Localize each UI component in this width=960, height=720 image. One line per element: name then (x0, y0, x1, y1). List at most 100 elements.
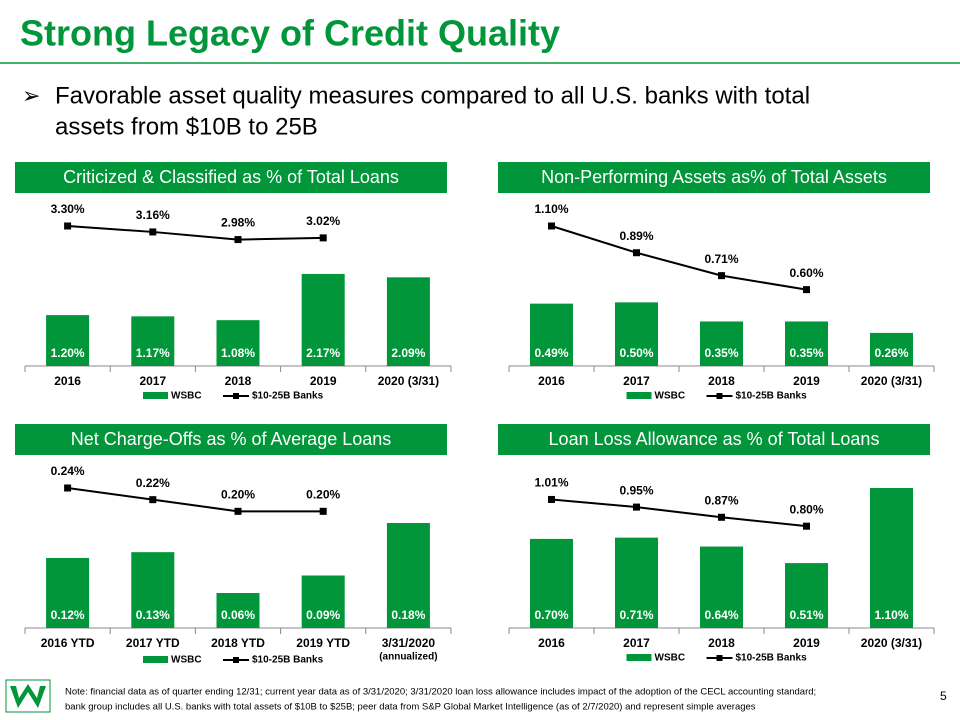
x-tick-label: 2019 (793, 374, 820, 388)
line-marker (633, 249, 640, 257)
bar-value-label: 0.06% (221, 608, 255, 622)
chart-title: Loan Loss Allowance as % of Total Loans (549, 429, 880, 449)
line-marker (64, 222, 72, 230)
line-value-label: 0.22% (136, 476, 170, 490)
bar (700, 546, 743, 628)
x-tick-label: 2016 (538, 636, 565, 650)
bar-value-label: 0.12% (51, 608, 85, 622)
legend-label: WSBC (171, 655, 202, 666)
line-marker (633, 503, 640, 511)
line-series (67, 487, 324, 513)
bar-value-label: 0.70% (534, 608, 568, 622)
line-marker (803, 522, 810, 530)
bar-value-label: 2.09% (391, 346, 425, 360)
line-marker (319, 507, 327, 515)
x-tick-label: 2016 (54, 374, 81, 388)
line-marker (234, 236, 242, 244)
x-tick-label: 2018 YTD (211, 636, 265, 650)
line-value-label: 0.95% (619, 483, 653, 497)
bullet-line: assets from $10B to 25B (55, 113, 318, 140)
line-marker (64, 484, 72, 492)
legend-label: WSBC (655, 391, 686, 402)
bar-value-label: 1.20% (51, 346, 85, 360)
legend-swatch (716, 655, 723, 661)
bar-value-label: 0.50% (619, 346, 653, 360)
legend-swatch (143, 656, 168, 663)
x-tick-label: 2018 (225, 374, 252, 388)
chart-title: Criticized & Classified as % of Total Lo… (63, 167, 399, 187)
bar (301, 273, 345, 366)
page-number: 5 (940, 689, 947, 703)
x-tick-label: 2020 (3/31) (378, 374, 439, 388)
x-tick-label: 2017 YTD (126, 636, 180, 650)
chart-header (498, 162, 930, 193)
line-value-label: 0.60% (789, 266, 823, 280)
bar-value-label: 0.35% (704, 346, 738, 360)
bar (615, 537, 658, 628)
logo (5, 679, 51, 713)
bar (46, 558, 90, 628)
chart-title: Non-Performing Assets as% of Total Asset… (541, 167, 887, 187)
line-value-label: 3.30% (51, 202, 85, 216)
footnote: bank group includes all U.S. banks with … (65, 702, 756, 713)
slide-title: Strong Legacy of Credit Quality (20, 13, 560, 54)
bar (131, 552, 175, 628)
bar-value-label: 1.17% (136, 346, 170, 360)
line-value-label: 0.20% (306, 488, 340, 502)
bar-value-label: 0.51% (789, 608, 823, 622)
line-marker (149, 496, 157, 504)
bar (530, 303, 573, 366)
line-marker (718, 513, 725, 521)
legend-swatch (233, 657, 239, 663)
category-note: (annualized) (379, 652, 437, 663)
bar-value-label: 0.71% (619, 608, 653, 622)
bar (216, 593, 260, 628)
chart-title: Net Charge-Offs as % of Average Loans (71, 429, 392, 449)
line-series (551, 498, 807, 528)
line-value-label: 0.71% (704, 252, 738, 266)
chart-header (15, 162, 447, 193)
x-tick-label: 2017 (139, 374, 166, 388)
x-tick-label: 2020 (3/31) (861, 636, 922, 650)
footnote: Note: financial data as of quarter endin… (65, 687, 816, 698)
bar (131, 316, 175, 366)
x-tick-label: 2018 (708, 636, 735, 650)
bar-value-label: 0.09% (306, 608, 340, 622)
legend-swatch (233, 393, 239, 399)
line-value-label: 0.80% (789, 502, 823, 516)
legend-swatch (716, 393, 723, 399)
bar-value-label: 0.13% (136, 608, 170, 622)
bar (301, 575, 345, 628)
x-tick-label: 2018 (708, 374, 735, 388)
legend-swatch (143, 392, 168, 399)
line-marker (149, 228, 157, 236)
bar-value-label: 2.17% (306, 346, 340, 360)
legend-label: $10-25B Banks (736, 653, 808, 664)
bar (386, 277, 430, 366)
bar-value-label: 0.49% (534, 346, 568, 360)
line-marker (548, 495, 555, 503)
chart-header (15, 424, 447, 455)
bar-value-label: 1.08% (221, 346, 255, 360)
chart-header (498, 424, 930, 455)
line-value-label: 3.16% (136, 208, 170, 222)
legend-label: $10-25B Banks (736, 391, 808, 402)
bullet-arrow: ➢ (22, 83, 40, 108)
line-value-label: 0.87% (704, 493, 738, 507)
line-value-label: 3.02% (306, 214, 340, 228)
x-tick-label: 3/31/2020 (382, 636, 436, 650)
line-value-label: 1.01% (534, 476, 568, 490)
line-marker (234, 507, 242, 515)
bar (216, 320, 260, 366)
legend-swatch (626, 392, 652, 399)
bar (386, 523, 430, 628)
line-marker (319, 234, 327, 242)
line-series (551, 225, 807, 291)
bar-value-label: 1.10% (874, 608, 908, 622)
line-value-label: 2.98% (221, 216, 255, 230)
bullet-line: Favorable asset quality measures compare… (55, 82, 810, 109)
x-tick-label: 2017 (623, 636, 650, 650)
line-marker (718, 272, 725, 280)
line-value-label: 0.89% (619, 229, 653, 243)
bar (785, 563, 828, 628)
